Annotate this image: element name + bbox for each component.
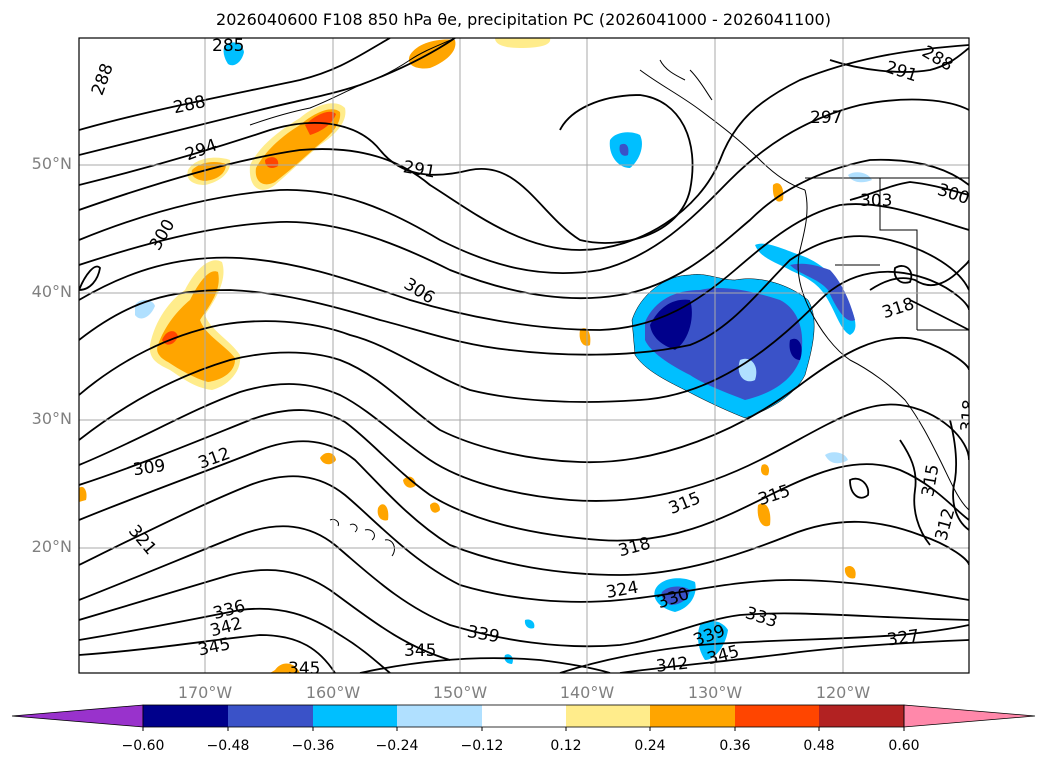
- colorbar-tick-label: 0.60: [888, 738, 920, 754]
- latitude-label: 20°N: [31, 537, 72, 556]
- colorbar-tick-label: −0.24: [375, 738, 419, 754]
- colorbar-bin: [313, 705, 397, 727]
- colorbar-bin: [143, 705, 228, 727]
- theta-e-contours: [79, 38, 969, 673]
- colorbar-tick-label: −0.60: [121, 738, 165, 754]
- colorbar-tick-label: −0.12: [460, 738, 504, 754]
- contour-labels: 285 288 288 288 291 291 294 297 300 300 …: [88, 36, 980, 679]
- colorbar-bin: [650, 705, 735, 727]
- graticule: [79, 38, 969, 673]
- longitude-label: 170°W: [177, 683, 233, 702]
- colorbar-tick-label: 0.48: [803, 738, 835, 754]
- longitude-label: 160°W: [305, 683, 361, 702]
- colorbar-max-extend: [903, 704, 1036, 728]
- contour-label: 318: [957, 399, 980, 433]
- colorbar-bin: [566, 705, 650, 727]
- contour-label: 345: [288, 659, 320, 679]
- colorbar-tick-label: −0.48: [206, 738, 250, 754]
- colorbar-bin: [482, 705, 566, 727]
- longitude-label: 150°W: [432, 683, 488, 702]
- longitude-label: 140°W: [559, 683, 615, 702]
- colorbar-tick-label: 0.12: [550, 738, 582, 754]
- colorbar-tick-label: 0.24: [634, 738, 666, 754]
- map-frame: [78, 37, 970, 674]
- contour-label: 345: [404, 641, 436, 661]
- colorbar-min-extend: [11, 704, 144, 728]
- contour-label: 297: [810, 108, 842, 128]
- longitude-label: 130°W: [687, 683, 743, 702]
- contour-label: 285: [212, 36, 244, 56]
- colorbar-bin: [819, 705, 904, 727]
- colorbar-tick-label: 0.36: [719, 738, 751, 754]
- coastlines: [249, 38, 969, 557]
- map-title: 2026040600 F108 850 hPa θe, precipitatio…: [216, 10, 831, 29]
- colorbar-tick-label: −0.36: [291, 738, 335, 754]
- contour-label: 327: [886, 626, 921, 650]
- colorbar-bin: [397, 705, 482, 727]
- latitude-label: 50°N: [31, 154, 72, 173]
- longitude-label: 120°W: [815, 683, 871, 702]
- contour-label: 342: [655, 654, 689, 677]
- colorbar-bin: [228, 705, 313, 727]
- contour-label: 309: [132, 456, 167, 480]
- latitude-label: 40°N: [31, 282, 72, 301]
- colorbar-bin: [735, 705, 819, 727]
- contour-label: 303: [860, 191, 892, 211]
- colorbar: [11, 704, 1036, 731]
- latitude-label: 30°N: [31, 409, 72, 428]
